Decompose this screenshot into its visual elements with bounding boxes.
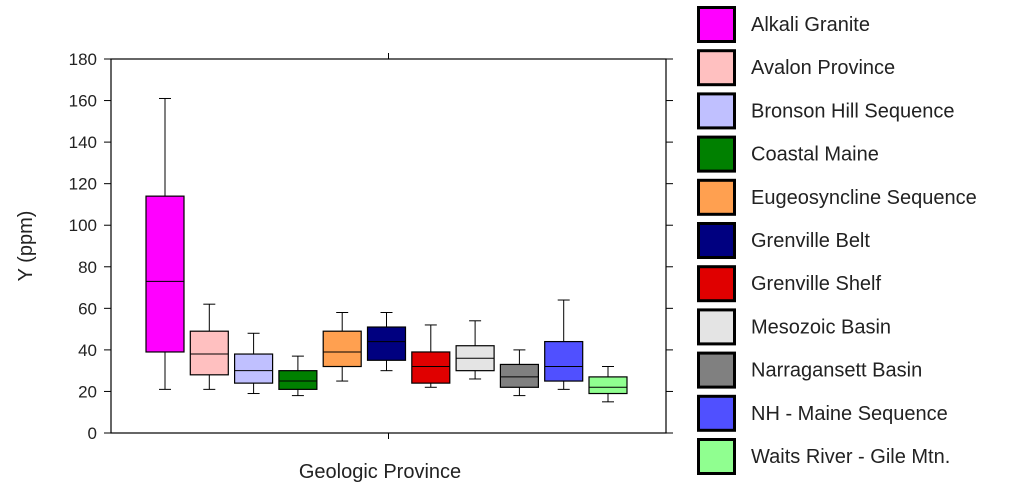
box-2 <box>189 303 229 390</box>
y-tick-label: 160 <box>69 92 97 111</box>
legend-item: Alkali Granite <box>697 6 870 43</box>
legend-label: Coastal Maine <box>751 144 879 166</box>
box-iqr <box>278 370 318 390</box>
legend: Alkali Granite Avalon Province Bronson Hil… <box>697 6 977 475</box>
box-9 <box>499 349 539 397</box>
legend-item: Mesozoic Basin <box>697 308 891 346</box>
legend-swatch <box>697 222 736 259</box>
box-iqr <box>189 330 229 376</box>
y-tick-label: 140 <box>69 133 97 152</box>
legend-swatch <box>697 178 736 216</box>
legend-item: Bronson Hill Sequence <box>697 92 954 130</box>
legend-label: Avalon Province <box>751 57 895 79</box>
box-6 <box>366 311 407 372</box>
legend-label: Bronson Hill Sequence <box>751 100 954 122</box>
legend-label: Grenville Shelf <box>751 273 882 295</box>
box-iqr <box>322 330 362 368</box>
y-tick-label: 20 <box>78 382 97 401</box>
y-tick-label: 40 <box>78 341 97 360</box>
legend-swatch <box>697 265 736 303</box>
legend-swatch <box>697 135 736 173</box>
legend-swatch <box>697 92 736 130</box>
y-tick-label: 100 <box>69 216 97 235</box>
legend-item: Avalon Province <box>697 49 895 87</box>
legend-item: Coastal Maine <box>697 135 879 173</box>
legend-label: Eugeosyncline Sequence <box>751 187 977 209</box>
legend-label: Narragansett Basin <box>751 360 922 382</box>
legend-label: Mesozoic Basin <box>751 316 891 338</box>
legend-item: Narragansett Basin <box>697 351 922 389</box>
y-tick-label: 120 <box>69 175 97 194</box>
y-axis: 0 20 40 60 80 100 120 140 160 180 <box>69 50 673 443</box>
legend-item: Grenville Shelf <box>697 265 882 303</box>
legend-label: Grenville Belt <box>751 230 870 252</box>
legend-swatch <box>697 351 736 389</box>
y-axis-title: Y (ppm) <box>15 211 37 282</box>
box-iqr <box>234 353 274 384</box>
legend-item: NH - Maine Sequence <box>697 394 948 432</box>
box-7 <box>411 324 451 388</box>
box-11 <box>588 366 628 403</box>
box-iqr <box>588 376 628 395</box>
box-iqr <box>544 340 584 382</box>
legend-item: Eugeosyncline Sequence <box>697 178 977 216</box>
y-tick-label: 180 <box>69 50 97 69</box>
legend-swatch <box>697 394 736 432</box>
legend-swatch <box>697 438 736 475</box>
box-3 <box>234 332 274 395</box>
box-iqr <box>499 363 539 388</box>
legend-item: Waits River - Gile Mtn. <box>697 438 950 475</box>
legend-label: NH - Maine Sequence <box>751 403 948 425</box>
box-1 <box>145 97 185 390</box>
box-iqr <box>411 351 451 384</box>
legend-swatch <box>697 6 736 43</box>
box-5 <box>322 311 362 382</box>
box-iqr <box>145 195 185 353</box>
legend-swatch <box>697 49 736 87</box>
legend-label: Waits River - Gile Mtn. <box>751 446 950 468</box>
x-axis-title: Geologic Province <box>299 461 461 483</box>
box-series <box>145 97 628 403</box>
box-4 <box>278 355 318 397</box>
legend-item: Grenville Belt <box>697 222 870 259</box>
y-tick-label: 80 <box>78 258 97 277</box>
box-10 <box>544 299 584 390</box>
legend-swatch <box>697 308 736 346</box>
y-tick-label: 60 <box>78 299 97 318</box>
legend-label: Alkali Granite <box>751 14 870 36</box>
box-iqr <box>366 326 407 361</box>
y-tick-label: 0 <box>88 424 97 443</box>
box-8 <box>455 320 495 380</box>
